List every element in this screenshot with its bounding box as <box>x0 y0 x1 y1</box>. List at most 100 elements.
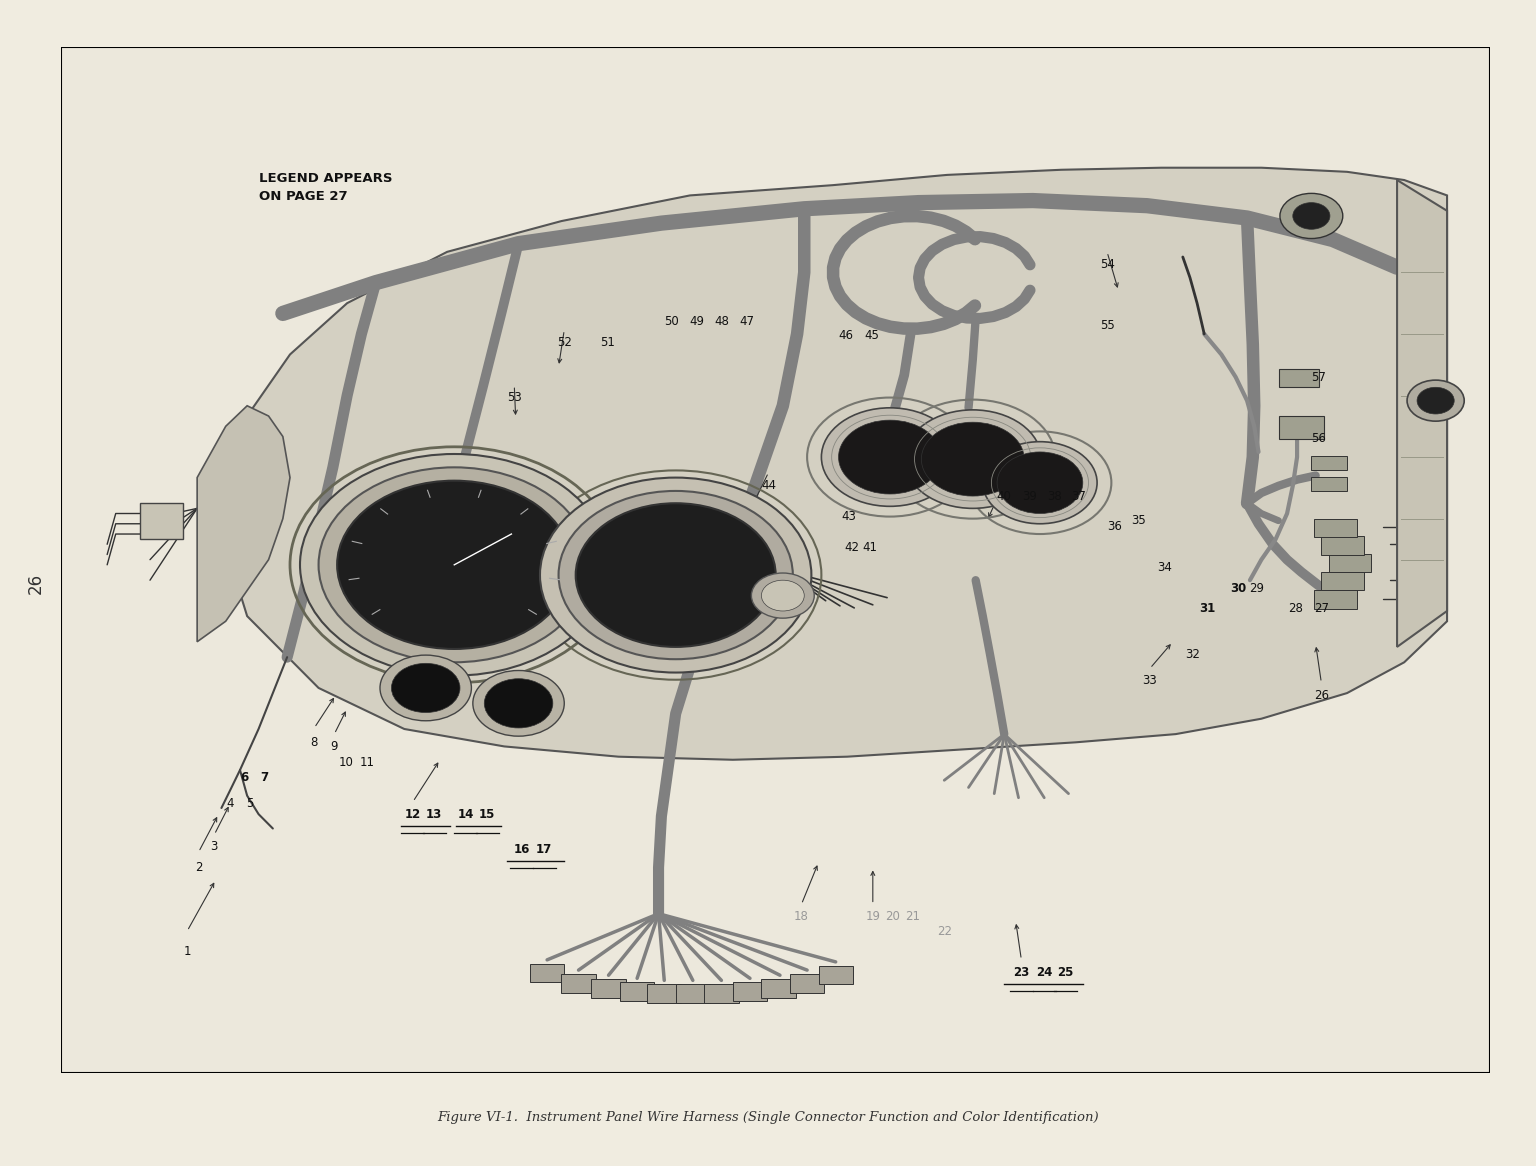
Text: 7: 7 <box>260 771 269 784</box>
Circle shape <box>905 410 1041 508</box>
Text: 57: 57 <box>1312 371 1326 384</box>
Text: 16: 16 <box>513 843 530 856</box>
Circle shape <box>983 442 1097 524</box>
Circle shape <box>751 573 814 618</box>
Text: 53: 53 <box>507 391 522 405</box>
Bar <box>762 979 796 998</box>
Text: 6: 6 <box>240 771 249 784</box>
Circle shape <box>484 679 553 728</box>
Text: 33: 33 <box>1143 674 1157 687</box>
Polygon shape <box>1398 180 1447 647</box>
Circle shape <box>762 581 805 611</box>
Circle shape <box>300 454 608 675</box>
Circle shape <box>318 468 590 662</box>
Text: LEGEND APPEARS
ON PAGE 27: LEGEND APPEARS ON PAGE 27 <box>258 171 392 203</box>
Text: 52: 52 <box>558 336 571 349</box>
Polygon shape <box>197 406 290 641</box>
Bar <box>733 983 766 1000</box>
Circle shape <box>1279 194 1342 239</box>
Text: 20: 20 <box>885 911 900 923</box>
Circle shape <box>1407 380 1464 421</box>
Bar <box>676 984 710 1003</box>
Text: 12: 12 <box>404 808 421 821</box>
Text: 46: 46 <box>839 330 852 343</box>
Bar <box>1312 477 1347 491</box>
Text: 11: 11 <box>359 757 375 770</box>
Circle shape <box>1293 203 1330 230</box>
Text: 27: 27 <box>1313 603 1329 616</box>
Bar <box>819 965 852 984</box>
Polygon shape <box>140 504 183 539</box>
Circle shape <box>392 663 459 712</box>
Text: 24: 24 <box>1037 965 1052 978</box>
Text: 41: 41 <box>862 541 877 554</box>
Bar <box>591 979 625 998</box>
Polygon shape <box>204 168 1447 760</box>
Text: 1: 1 <box>183 946 190 958</box>
Bar <box>1278 368 1318 387</box>
Bar <box>647 984 682 1003</box>
Text: 38: 38 <box>1048 490 1061 503</box>
Text: 13: 13 <box>425 808 442 821</box>
Circle shape <box>922 422 1025 496</box>
Bar <box>530 964 564 983</box>
Text: 14: 14 <box>458 808 475 821</box>
Text: 5: 5 <box>246 798 253 810</box>
Text: 18: 18 <box>794 911 809 923</box>
Circle shape <box>576 504 776 647</box>
Circle shape <box>541 478 811 673</box>
Text: 17: 17 <box>536 843 553 856</box>
Text: 50: 50 <box>664 315 679 328</box>
Text: 48: 48 <box>714 315 730 328</box>
Text: 42: 42 <box>843 541 859 554</box>
Text: 35: 35 <box>1130 514 1146 527</box>
Text: 32: 32 <box>1186 647 1200 661</box>
Text: 22: 22 <box>937 925 952 937</box>
Text: 56: 56 <box>1312 433 1326 445</box>
Text: 28: 28 <box>1289 603 1303 616</box>
Bar <box>1312 456 1347 470</box>
Text: 54: 54 <box>1100 258 1115 271</box>
Circle shape <box>379 655 472 721</box>
Text: 49: 49 <box>690 315 705 328</box>
Bar <box>561 975 596 992</box>
Text: 47: 47 <box>740 315 754 328</box>
Text: 43: 43 <box>842 510 856 524</box>
Circle shape <box>473 670 564 736</box>
Text: 10: 10 <box>338 757 353 770</box>
Text: 45: 45 <box>863 330 879 343</box>
Text: 36: 36 <box>1107 520 1121 533</box>
Text: 19: 19 <box>865 911 880 923</box>
Text: Figure VI-1.  Instrument Panel Wire Harness (Single Connector Function and Color: Figure VI-1. Instrument Panel Wire Harne… <box>438 1110 1098 1124</box>
Bar <box>790 975 825 992</box>
Text: 8: 8 <box>310 736 318 749</box>
Bar <box>1315 590 1358 609</box>
Circle shape <box>336 480 571 649</box>
Bar <box>1315 519 1358 538</box>
Bar <box>703 984 739 1003</box>
Text: 31: 31 <box>1200 603 1215 616</box>
Text: 39: 39 <box>1023 490 1037 503</box>
Text: 4: 4 <box>226 798 233 810</box>
Text: 15: 15 <box>479 808 495 821</box>
Bar <box>1321 573 1364 590</box>
Text: 3: 3 <box>210 841 218 854</box>
Bar <box>1278 416 1324 438</box>
Bar <box>1321 536 1364 555</box>
Text: 30: 30 <box>1230 582 1247 595</box>
Text: 25: 25 <box>1057 965 1074 978</box>
Text: 26: 26 <box>26 573 45 593</box>
Text: 9: 9 <box>330 740 338 753</box>
Text: 55: 55 <box>1100 319 1115 332</box>
Circle shape <box>997 452 1083 513</box>
Bar <box>1329 554 1372 573</box>
Bar <box>621 983 654 1000</box>
Circle shape <box>1418 387 1455 414</box>
Text: 34: 34 <box>1157 561 1172 575</box>
Circle shape <box>822 408 958 506</box>
Text: 37: 37 <box>1071 490 1086 503</box>
Text: 23: 23 <box>1014 965 1029 978</box>
Text: 21: 21 <box>905 911 920 923</box>
Text: 51: 51 <box>599 336 614 349</box>
Text: 26: 26 <box>1313 689 1329 702</box>
